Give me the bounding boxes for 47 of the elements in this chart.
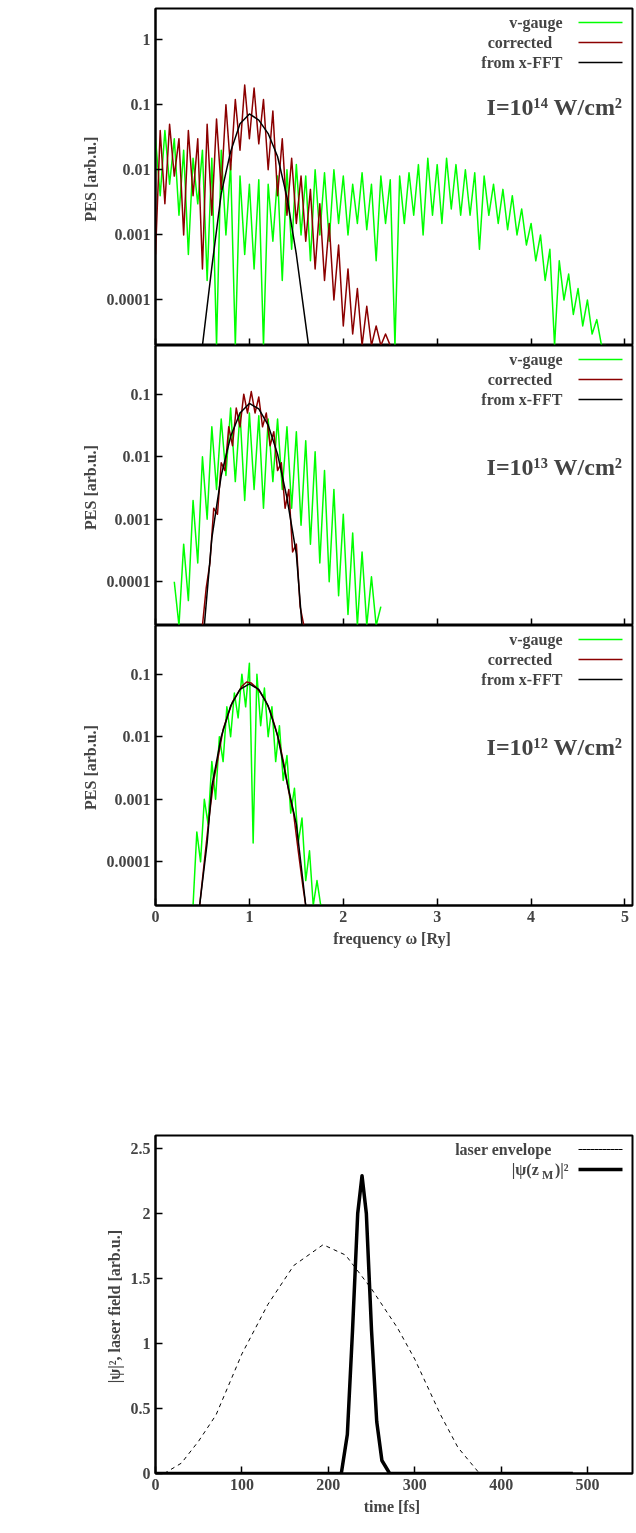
x-tick-label: 200 <box>316 1475 341 1493</box>
y-tick-label: 0.1 <box>130 665 151 683</box>
x-axis-title: time [fs] <box>363 1497 421 1515</box>
legend-label: v-gauge <box>509 631 563 649</box>
legend-label: corrected <box>487 34 553 51</box>
legend-label: laser envelope <box>455 1141 552 1159</box>
y-axis-title: |ψ|², laser field [arb.u.] <box>105 1230 124 1384</box>
y-axis-title: PES [arb.u.] <box>81 445 99 530</box>
y-tick-label: 1 <box>142 1335 151 1352</box>
y-axis-title: PES [arb.u.] <box>81 136 99 222</box>
y-tick-label: 0.0001 <box>106 291 151 309</box>
x-tick-label: 1 <box>245 907 254 925</box>
y-tick-label: 0.001 <box>114 790 151 808</box>
x-tick-label: 400 <box>489 1475 514 1493</box>
legend-label: v-gauge <box>509 351 563 369</box>
legend-label: from x-FFT <box>481 391 563 408</box>
y-tick-label: 0.01 <box>122 448 151 466</box>
y-tick-label: 0.0001 <box>106 853 151 871</box>
legend-label: corrected <box>487 651 553 668</box>
x-tick-label: 4 <box>527 907 536 925</box>
y-tick-label: 0.01 <box>122 728 151 746</box>
y-tick-label: 2 <box>142 1205 151 1222</box>
y-tick-label: 0.1 <box>130 96 151 114</box>
x-tick-label: 100 <box>229 1475 254 1493</box>
y-tick-label: 1 <box>142 31 151 49</box>
annotation: I=10¹⁴ W/cm² <box>486 93 623 120</box>
x-tick-label: 2 <box>339 907 348 925</box>
annotation: I=10¹² W/cm² <box>486 733 623 760</box>
y-tick-label: 0.01 <box>122 161 151 179</box>
x-tick-label: 5 <box>620 907 629 925</box>
x-tick-label: 300 <box>402 1475 427 1493</box>
legend-label: v-gauge <box>509 14 563 32</box>
x-tick-label: 3 <box>433 907 442 925</box>
y-tick-label: 0.5 <box>130 1400 151 1417</box>
legend-label: from x-FFT <box>481 54 563 71</box>
y-tick-label: 0.001 <box>114 226 151 244</box>
x-tick-label: 500 <box>575 1475 600 1493</box>
legend-label: corrected <box>487 371 553 388</box>
legend-label: from x-FFT <box>481 671 563 688</box>
y-tick-label: 0.1 <box>130 385 151 403</box>
x-axis-title: frequency ω [Ry] <box>333 929 451 948</box>
y-tick-label: 0.0001 <box>106 573 151 591</box>
y-tick-label: 0.001 <box>114 510 151 528</box>
y-tick-label: 1.5 <box>130 1270 151 1287</box>
y-tick-label: 2.5 <box>130 1140 151 1157</box>
annotation: I=10¹³ W/cm² <box>486 453 623 480</box>
y-axis-title: PES [arb.u.] <box>81 725 99 810</box>
